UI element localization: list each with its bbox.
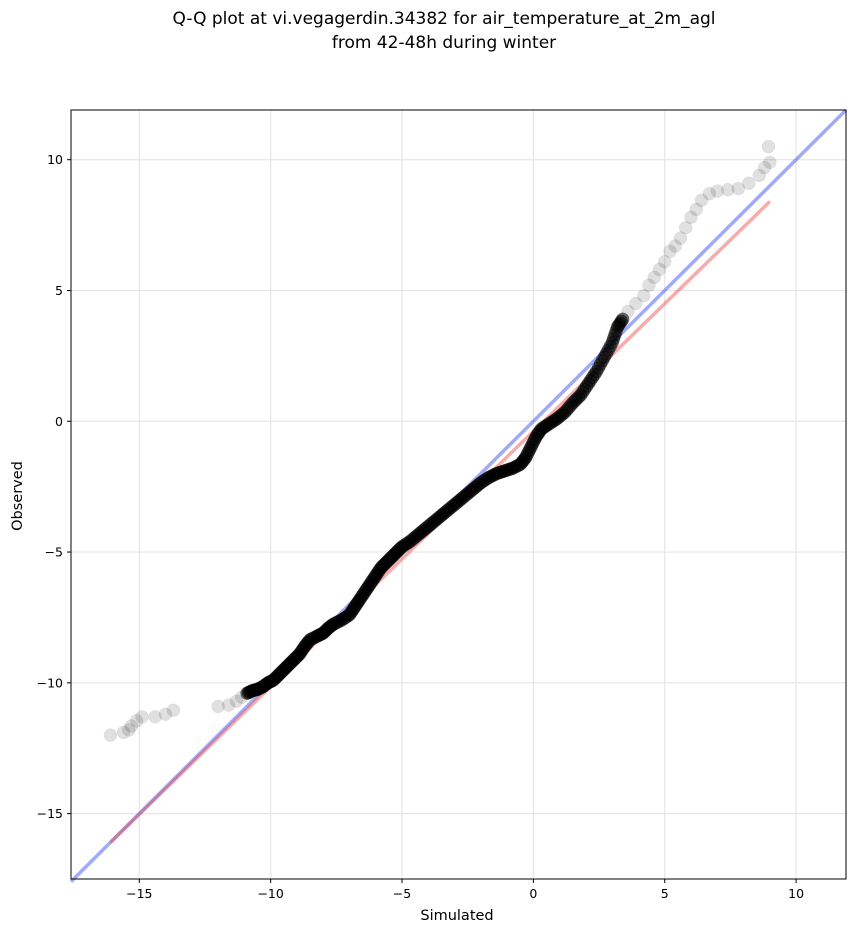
data-point [761, 139, 776, 154]
x-tick-label: 0 [529, 886, 537, 901]
data-point [629, 296, 643, 311]
data-point [103, 728, 118, 742]
data-point [636, 288, 651, 303]
data-point [166, 703, 181, 718]
data-point [673, 231, 688, 245]
x-tick-label: −10 [257, 886, 283, 901]
data-point [221, 698, 236, 712]
y-tick-label: −10 [37, 675, 63, 690]
data-point [702, 186, 717, 201]
data-point [652, 262, 667, 277]
data-point [710, 184, 725, 198]
data-point [752, 168, 767, 183]
data-point [757, 160, 772, 175]
x-axis-label: Simulated [420, 908, 493, 924]
ticks: −15 −10 −5 0 5 10 −15 −10 −5 0 5 10 [37, 152, 804, 901]
data-point [689, 202, 704, 217]
data-point [721, 183, 735, 197]
data-point [763, 155, 777, 170]
y-tick-label: −5 [45, 545, 63, 560]
chart-title-line-1: Q-Q plot at vi.vegagerdin.34382 for air_… [172, 9, 715, 29]
data-point [742, 176, 756, 190]
data-point [684, 210, 698, 224]
data-point [615, 312, 630, 327]
x-tick-label: 10 [788, 886, 804, 901]
data-point [642, 278, 656, 292]
x-tick-label: −5 [393, 886, 411, 901]
data-point [668, 239, 682, 253]
data-point [663, 244, 677, 258]
data-points [103, 139, 777, 742]
data-point [229, 694, 244, 708]
y-tick-label: 5 [55, 283, 63, 298]
data-point [657, 254, 672, 269]
data-point [135, 710, 149, 724]
data-point [731, 181, 746, 196]
data-point [678, 220, 693, 235]
y-tick-label: −15 [37, 806, 63, 821]
data-point [647, 270, 661, 285]
data-point [694, 193, 709, 207]
y-axis-label: Observed [10, 461, 26, 531]
data-point [621, 304, 635, 319]
data-point [148, 710, 162, 724]
x-tick-label: 5 [661, 886, 669, 901]
data-point [116, 725, 131, 740]
x-tick-label: −15 [126, 886, 152, 901]
y-tick-label: 0 [55, 414, 63, 429]
chart-title-line-2: from 42-48h during winter [332, 33, 556, 53]
data-point [122, 723, 136, 737]
data-point [211, 699, 225, 714]
data-point [129, 714, 144, 728]
grid [71, 110, 846, 879]
data-point [124, 719, 139, 733]
data-point [158, 707, 173, 721]
y-tick-label: 10 [47, 152, 63, 167]
plot-frame [70, 109, 847, 880]
